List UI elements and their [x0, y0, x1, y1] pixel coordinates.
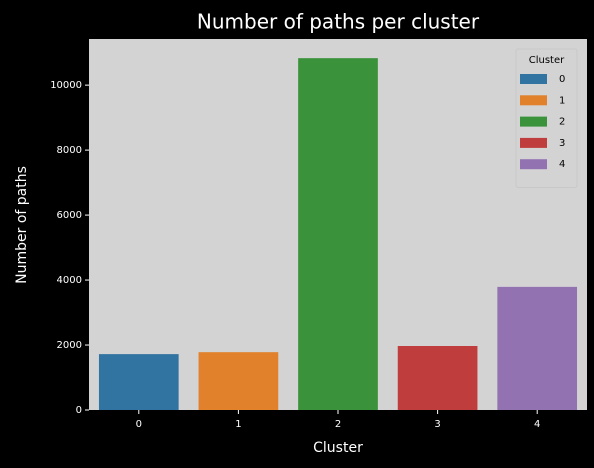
y-tick-label: 0 — [76, 405, 82, 416]
x-tick-label: 4 — [534, 419, 540, 430]
y-tick-label: 8000 — [57, 145, 82, 156]
chart-title: Number of paths per cluster — [197, 10, 480, 34]
legend-swatch — [520, 159, 547, 170]
legend-swatch — [520, 116, 547, 127]
x-tick-label: 1 — [235, 419, 241, 430]
y-tick-label: 6000 — [57, 210, 82, 221]
legend-swatch — [520, 95, 547, 106]
bar — [298, 58, 378, 411]
bar — [497, 286, 578, 410]
legend-label: 1 — [559, 95, 565, 106]
y-axis-label: Number of paths — [14, 166, 30, 284]
x-tick-label: 2 — [335, 419, 341, 430]
legend-label: 0 — [559, 74, 565, 85]
legend-swatch — [520, 74, 547, 84]
legend-label: 3 — [559, 138, 565, 149]
bar — [198, 352, 279, 410]
y-tick-label: 4000 — [57, 275, 82, 286]
legend-label: 2 — [559, 117, 565, 128]
bar — [397, 346, 478, 410]
x-axis-label: Cluster — [313, 440, 363, 456]
y-tick-label: 10000 — [50, 80, 82, 91]
x-tick-label: 0 — [136, 419, 142, 430]
legend-title: Cluster — [529, 55, 565, 66]
y-tick-label: 2000 — [57, 340, 82, 351]
legend-label: 4 — [559, 159, 565, 170]
bar — [98, 354, 179, 410]
x-tick-label: 3 — [434, 419, 440, 430]
legend-swatch — [520, 137, 547, 148]
